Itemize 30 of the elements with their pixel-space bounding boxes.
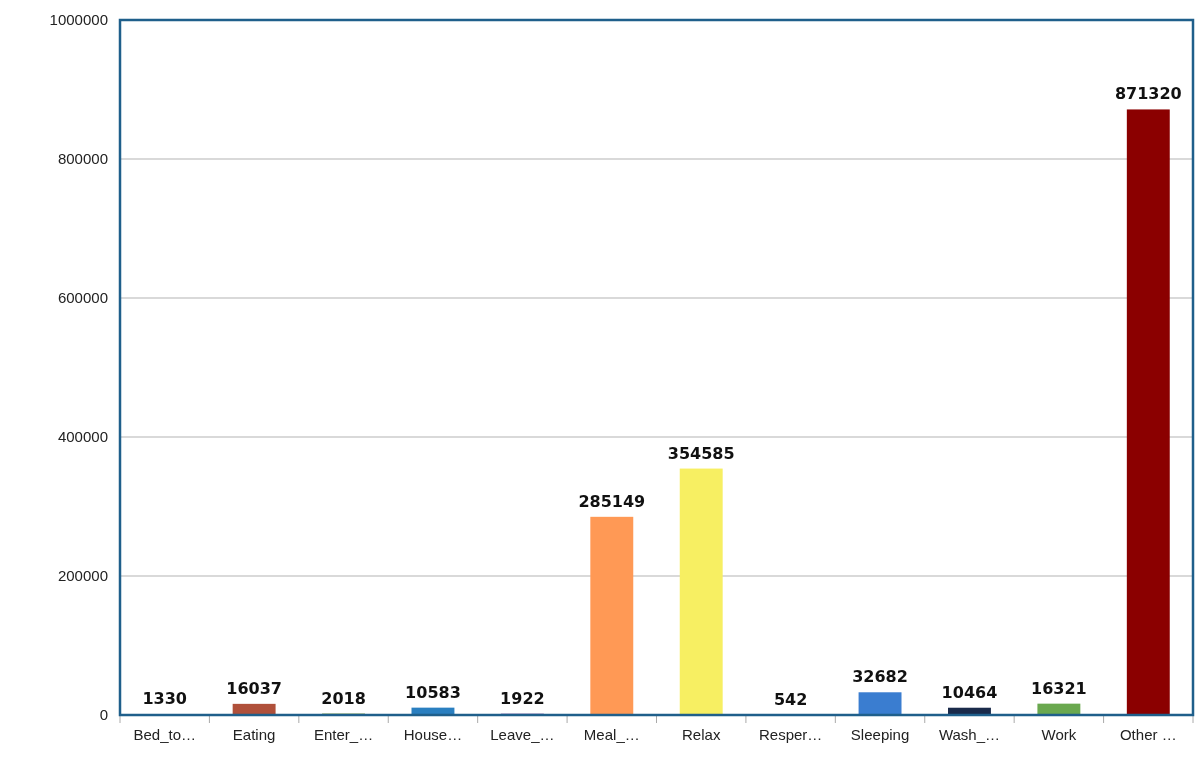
y-tick-label: 400000: [57, 428, 108, 446]
x-tick-label: Other …: [1119, 725, 1177, 743]
x-tick-label: House…: [403, 725, 463, 743]
data-label: 354585: [667, 443, 735, 463]
data-label: 10583: [405, 682, 461, 702]
x-tick-label: Eating: [232, 725, 276, 743]
y-tick-label: 200000: [57, 567, 108, 585]
data-label: 32682: [852, 667, 908, 687]
data-label: 542: [773, 689, 808, 709]
data-label: 2018: [321, 688, 366, 708]
data-label: 1330: [142, 689, 187, 709]
x-tick-label: Meal_…: [583, 725, 640, 743]
x-tick-label: Work: [1041, 725, 1077, 743]
data-label: 10464: [941, 682, 998, 702]
y-tick-label: 0: [99, 706, 108, 724]
x-tick-label: Relax: [682, 725, 721, 743]
data-label: 285149: [578, 491, 646, 511]
x-tick-label: Wash_…: [938, 725, 1001, 743]
x-tick-label: Resper…: [758, 725, 823, 743]
x-tick-label: Bed_to…: [133, 725, 196, 743]
data-label: 1922: [500, 688, 545, 708]
x-tick-label: Enter_…: [313, 725, 374, 743]
x-tick-label: Leave_…: [490, 725, 555, 743]
data-label: 871320: [1114, 84, 1182, 104]
y-tick-label: 800000: [57, 150, 108, 168]
data-label: 16037: [226, 678, 282, 698]
y-tick-label: 600000: [57, 289, 108, 307]
data-label: 16321: [1031, 678, 1087, 698]
x-tick-label: Sleeping: [850, 725, 910, 743]
y-tick-label: 1000000: [49, 11, 108, 29]
